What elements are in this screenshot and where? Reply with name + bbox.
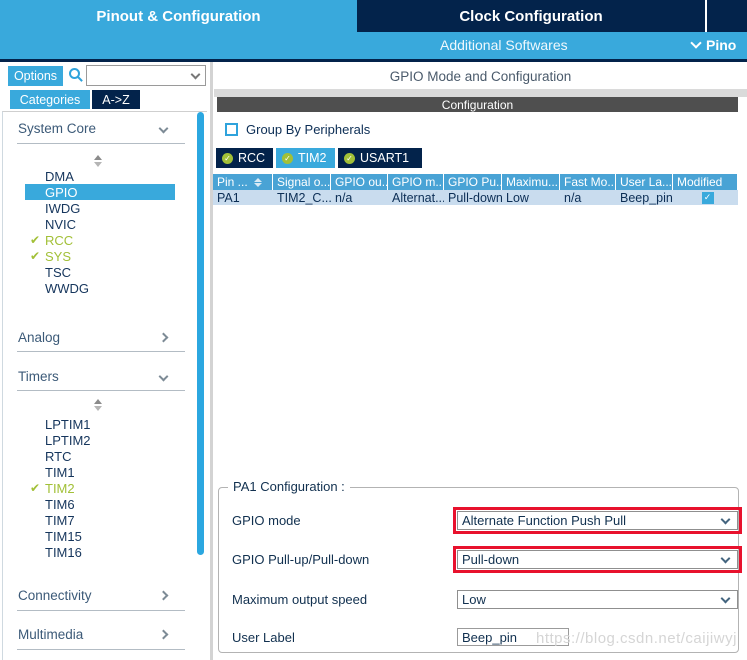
pinout-view-menu[interactable]: Pino bbox=[690, 37, 737, 53]
check-circle-icon: ✓ bbox=[344, 152, 355, 164]
sidebar-item-tim15[interactable]: TIM15 bbox=[45, 528, 82, 544]
chevron-down-icon bbox=[720, 514, 731, 524]
sidebar-item-tim6[interactable]: TIM6 bbox=[45, 496, 75, 512]
panel-gap bbox=[214, 89, 747, 97]
sidebar-item-tim16[interactable]: TIM16 bbox=[45, 544, 82, 560]
section-divider bbox=[17, 390, 185, 391]
sidebar-item-lptim1[interactable]: LPTIM1 bbox=[45, 416, 91, 432]
additional-softwares-link[interactable]: Additional Softwares bbox=[440, 37, 568, 53]
column-header-modified[interactable]: Modified bbox=[673, 174, 738, 190]
sidebar-item-tim1[interactable]: TIM1 bbox=[45, 464, 75, 480]
column-header-gpio-mode[interactable]: GPIO m... bbox=[388, 174, 444, 190]
section-connectivity[interactable]: Connectivity bbox=[18, 588, 92, 603]
sidebar-item-tim2[interactable]: ✔ TIM2 bbox=[25, 480, 175, 496]
chevron-down-icon bbox=[720, 593, 731, 603]
tab-clock-configuration[interactable]: Clock Configuration bbox=[357, 0, 707, 32]
gpio-mode-label: GPIO mode bbox=[232, 513, 301, 528]
sort-icon bbox=[253, 177, 262, 187]
sidebar-scrollbar[interactable] bbox=[197, 112, 204, 555]
chevron-down-icon bbox=[690, 37, 702, 49]
table-header-row: Pin ... Signal o... GPIO ou... GPIO m...… bbox=[213, 174, 738, 190]
tab-categories[interactable]: Categories bbox=[10, 90, 90, 109]
sub-header-bar bbox=[0, 32, 747, 62]
modified-checkbox[interactable]: ✓ bbox=[701, 191, 714, 204]
sidebar-item-tsc[interactable]: TSC bbox=[45, 264, 71, 280]
peripheral-button-rcc[interactable]: ✓ RCC bbox=[216, 148, 273, 168]
gpio-pull-label: GPIO Pull-up/Pull-down bbox=[232, 552, 370, 567]
check-icon: ✔ bbox=[29, 249, 41, 263]
max-speed-select[interactable]: Low bbox=[457, 590, 738, 609]
scroll-spinner-icon[interactable] bbox=[94, 399, 102, 411]
tab-pinout-configuration[interactable]: Pinout & Configuration bbox=[0, 0, 357, 32]
sidebar-item-wwdg[interactable]: WWDG bbox=[45, 280, 90, 296]
main-tab-bar: Pinout & Configuration Clock Configurati… bbox=[0, 0, 747, 32]
gpio-pins-table: Pin ... Signal o... GPIO ou... GPIO m...… bbox=[213, 174, 738, 205]
section-system-core[interactable]: System Core bbox=[18, 121, 97, 136]
check-icon: ✔ bbox=[29, 233, 41, 247]
section-divider bbox=[17, 610, 185, 611]
sidebar-item-dma[interactable]: DMA bbox=[45, 168, 74, 184]
check-icon: ✔ bbox=[29, 481, 41, 495]
column-header-pin[interactable]: Pin ... bbox=[213, 174, 273, 190]
scroll-spinner-icon[interactable] bbox=[94, 155, 102, 167]
sidebar-item-rcc[interactable]: ✔ RCC bbox=[25, 232, 175, 248]
user-label-input[interactable] bbox=[457, 628, 569, 646]
options-button[interactable]: Options bbox=[8, 66, 63, 86]
chevron-down-icon[interactable] bbox=[190, 69, 201, 79]
sidebar-item-tim7[interactable]: TIM7 bbox=[45, 512, 75, 528]
search-icon bbox=[69, 68, 80, 79]
search-combobox[interactable] bbox=[86, 65, 206, 86]
pinout-view-label: Pino bbox=[706, 37, 737, 53]
configuration-bar[interactable]: Configuration bbox=[217, 97, 738, 112]
peripheral-button-tim2[interactable]: ✓ TIM2 bbox=[276, 148, 335, 168]
watermark-text: https://blog.csdn.net/caijiwyj bbox=[536, 630, 737, 647]
chevron-down-icon bbox=[720, 553, 731, 563]
column-header-fast-mode[interactable]: Fast Mo... bbox=[560, 174, 616, 190]
group-by-peripherals-checkbox[interactable] bbox=[225, 123, 238, 136]
sidebar-item-iwdg[interactable]: IWDG bbox=[45, 200, 81, 216]
column-header-signal[interactable]: Signal o... bbox=[273, 174, 331, 190]
column-header-gpio-output[interactable]: GPIO ou... bbox=[331, 174, 388, 190]
mode-config-title: GPIO Mode and Configuration bbox=[214, 63, 747, 89]
section-analog[interactable]: Analog bbox=[18, 330, 61, 345]
section-divider bbox=[17, 143, 185, 144]
gpio-mode-select[interactable]: Alternate Function Push Pull bbox=[457, 511, 738, 530]
peripheral-button-usart1[interactable]: ✓ USART1 bbox=[338, 148, 422, 168]
group-by-peripherals-label: Group By Peripherals bbox=[246, 122, 371, 137]
tab-a-to-z[interactable]: A->Z bbox=[92, 90, 140, 109]
column-header-user-label[interactable]: User La... bbox=[616, 174, 673, 190]
check-circle-icon: ✓ bbox=[282, 152, 293, 164]
search-input[interactable] bbox=[87, 68, 192, 83]
gpio-pull-select[interactable]: Pull-down bbox=[457, 550, 738, 569]
column-header-gpio-pull[interactable]: GPIO Pu... bbox=[444, 174, 502, 190]
sidebar-item-lptim2[interactable]: LPTIM2 bbox=[45, 432, 91, 448]
user-label-label: User Label bbox=[232, 630, 295, 645]
sidebar-item-sys[interactable]: ✔ SYS bbox=[25, 248, 175, 264]
section-timers[interactable]: Timers bbox=[18, 369, 59, 384]
modified-cell: ✓ bbox=[673, 190, 738, 205]
section-divider bbox=[17, 649, 185, 650]
peripheral-tree-panel bbox=[2, 111, 207, 660]
sidebar-item-rtc[interactable]: RTC bbox=[45, 448, 72, 464]
max-speed-label: Maximum output speed bbox=[232, 592, 368, 607]
sidebar-item-gpio[interactable]: GPIO bbox=[25, 184, 175, 200]
section-multimedia[interactable]: Multimedia bbox=[18, 627, 84, 642]
table-row-pa1[interactable]: PA1 TIM2_C... n/a Alternat... Pull-down … bbox=[213, 190, 738, 205]
panel-divider bbox=[210, 62, 213, 660]
check-circle-icon: ✓ bbox=[222, 152, 233, 164]
sidebar-item-nvic[interactable]: NVIC bbox=[45, 216, 77, 232]
tab-stub[interactable] bbox=[709, 0, 747, 32]
column-header-max-speed[interactable]: Maximu... bbox=[502, 174, 560, 190]
pa1-configuration-legend: PA1 Configuration : bbox=[228, 479, 350, 494]
section-divider bbox=[17, 351, 185, 352]
